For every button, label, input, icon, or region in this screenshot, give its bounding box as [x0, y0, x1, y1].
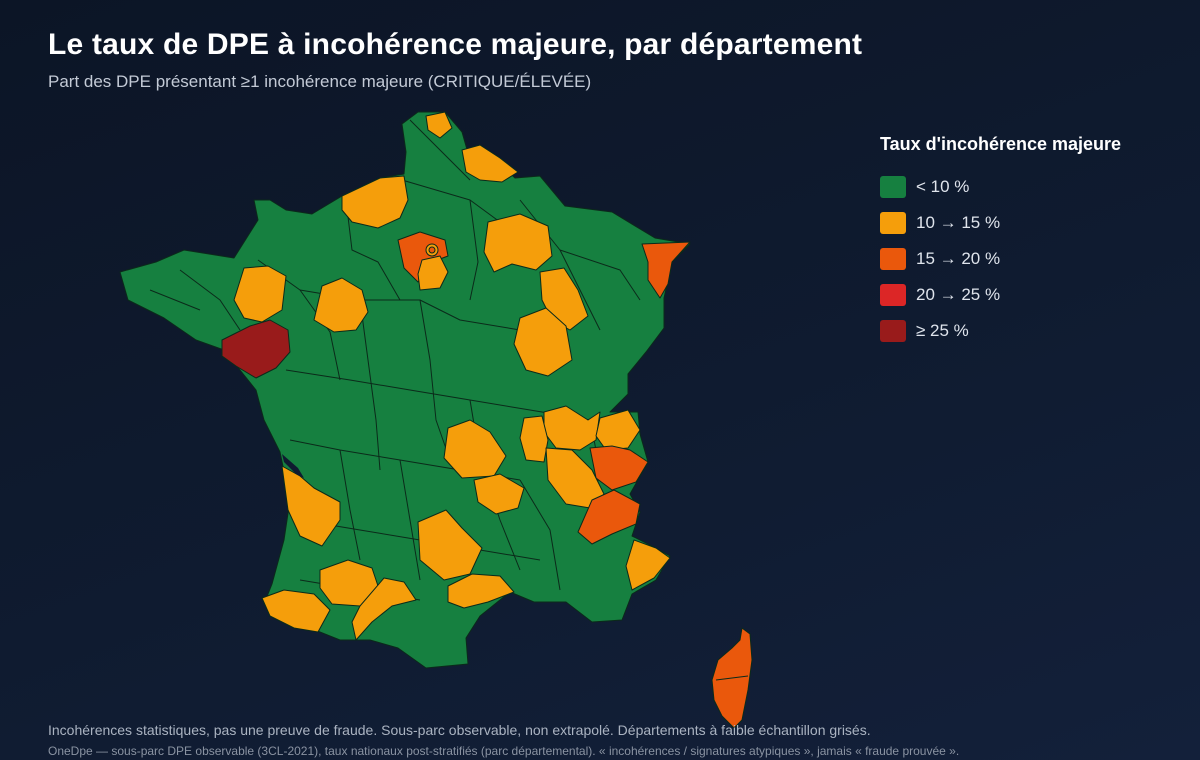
dept-cote-d-or — [513, 307, 573, 377]
legend: Taux d'incohérence majeure < 10 % 10 → 1… — [880, 134, 1121, 349]
dept-puy-de-dome — [443, 419, 507, 479]
page-title: Le taux de DPE à incohérence majeure, pa… — [48, 28, 863, 61]
dept-ille-et-vilaine — [233, 265, 287, 323]
dept-seine-maritime — [341, 175, 409, 229]
dept-aisne-north — [461, 144, 519, 183]
footer-source: OneDpe — sous-parc DPE observable (3CL-2… — [48, 744, 960, 758]
footer-note: Incohérences statistiques, pas une preuv… — [48, 722, 871, 738]
legend-swatch — [880, 320, 906, 342]
dept-hautes-alpes — [577, 489, 641, 545]
legend-swatch — [880, 284, 906, 306]
dept-essonne — [417, 255, 449, 291]
dept-bas-rhin — [641, 241, 691, 299]
dept-haute-garonne — [351, 577, 417, 641]
legend-swatch — [880, 176, 906, 198]
dept-haute-savoie — [595, 409, 641, 451]
dept-rhone — [519, 415, 549, 463]
legend-label: 10 → 15 % — [916, 213, 1001, 232]
legend-label: ≥ 25 % — [916, 321, 969, 340]
legend-item: < 10 % — [880, 169, 1121, 205]
gironde-estuary — [282, 454, 304, 478]
legend-label: < 10 % — [916, 177, 970, 196]
dept-loire-atlantique — [221, 319, 291, 379]
dept-herault — [447, 573, 515, 609]
legend-label: 20 → 25 % — [916, 285, 1001, 304]
dept-haute-loire — [473, 473, 525, 515]
legend-item: ≥ 25 % — [880, 313, 1121, 349]
dept-alpes-maritimes — [625, 539, 671, 591]
dept-sarthe — [313, 277, 369, 333]
dept-marne — [483, 213, 553, 273]
legend-title: Taux d'incohérence majeure — [880, 134, 1122, 154]
legend-item: 15 → 20 % — [880, 241, 1121, 277]
dept-gironde — [281, 465, 341, 547]
dept-pyrenees-atlantiques — [261, 589, 331, 633]
legend-swatch — [880, 248, 906, 270]
dept-ain — [543, 405, 601, 451]
legend-item: 10 → 15 % — [880, 205, 1121, 241]
dept-savoie — [589, 445, 649, 491]
legend-label: 15 → 20 % — [916, 249, 1001, 268]
legend-swatch — [880, 212, 906, 234]
legend-item: 20 → 25 % — [880, 277, 1121, 313]
dept-pas-de-calais-coast — [425, 111, 453, 139]
page-subtitle: Part des DPE présentant ≥1 incohérence m… — [48, 72, 592, 91]
dept-lot — [417, 509, 483, 581]
